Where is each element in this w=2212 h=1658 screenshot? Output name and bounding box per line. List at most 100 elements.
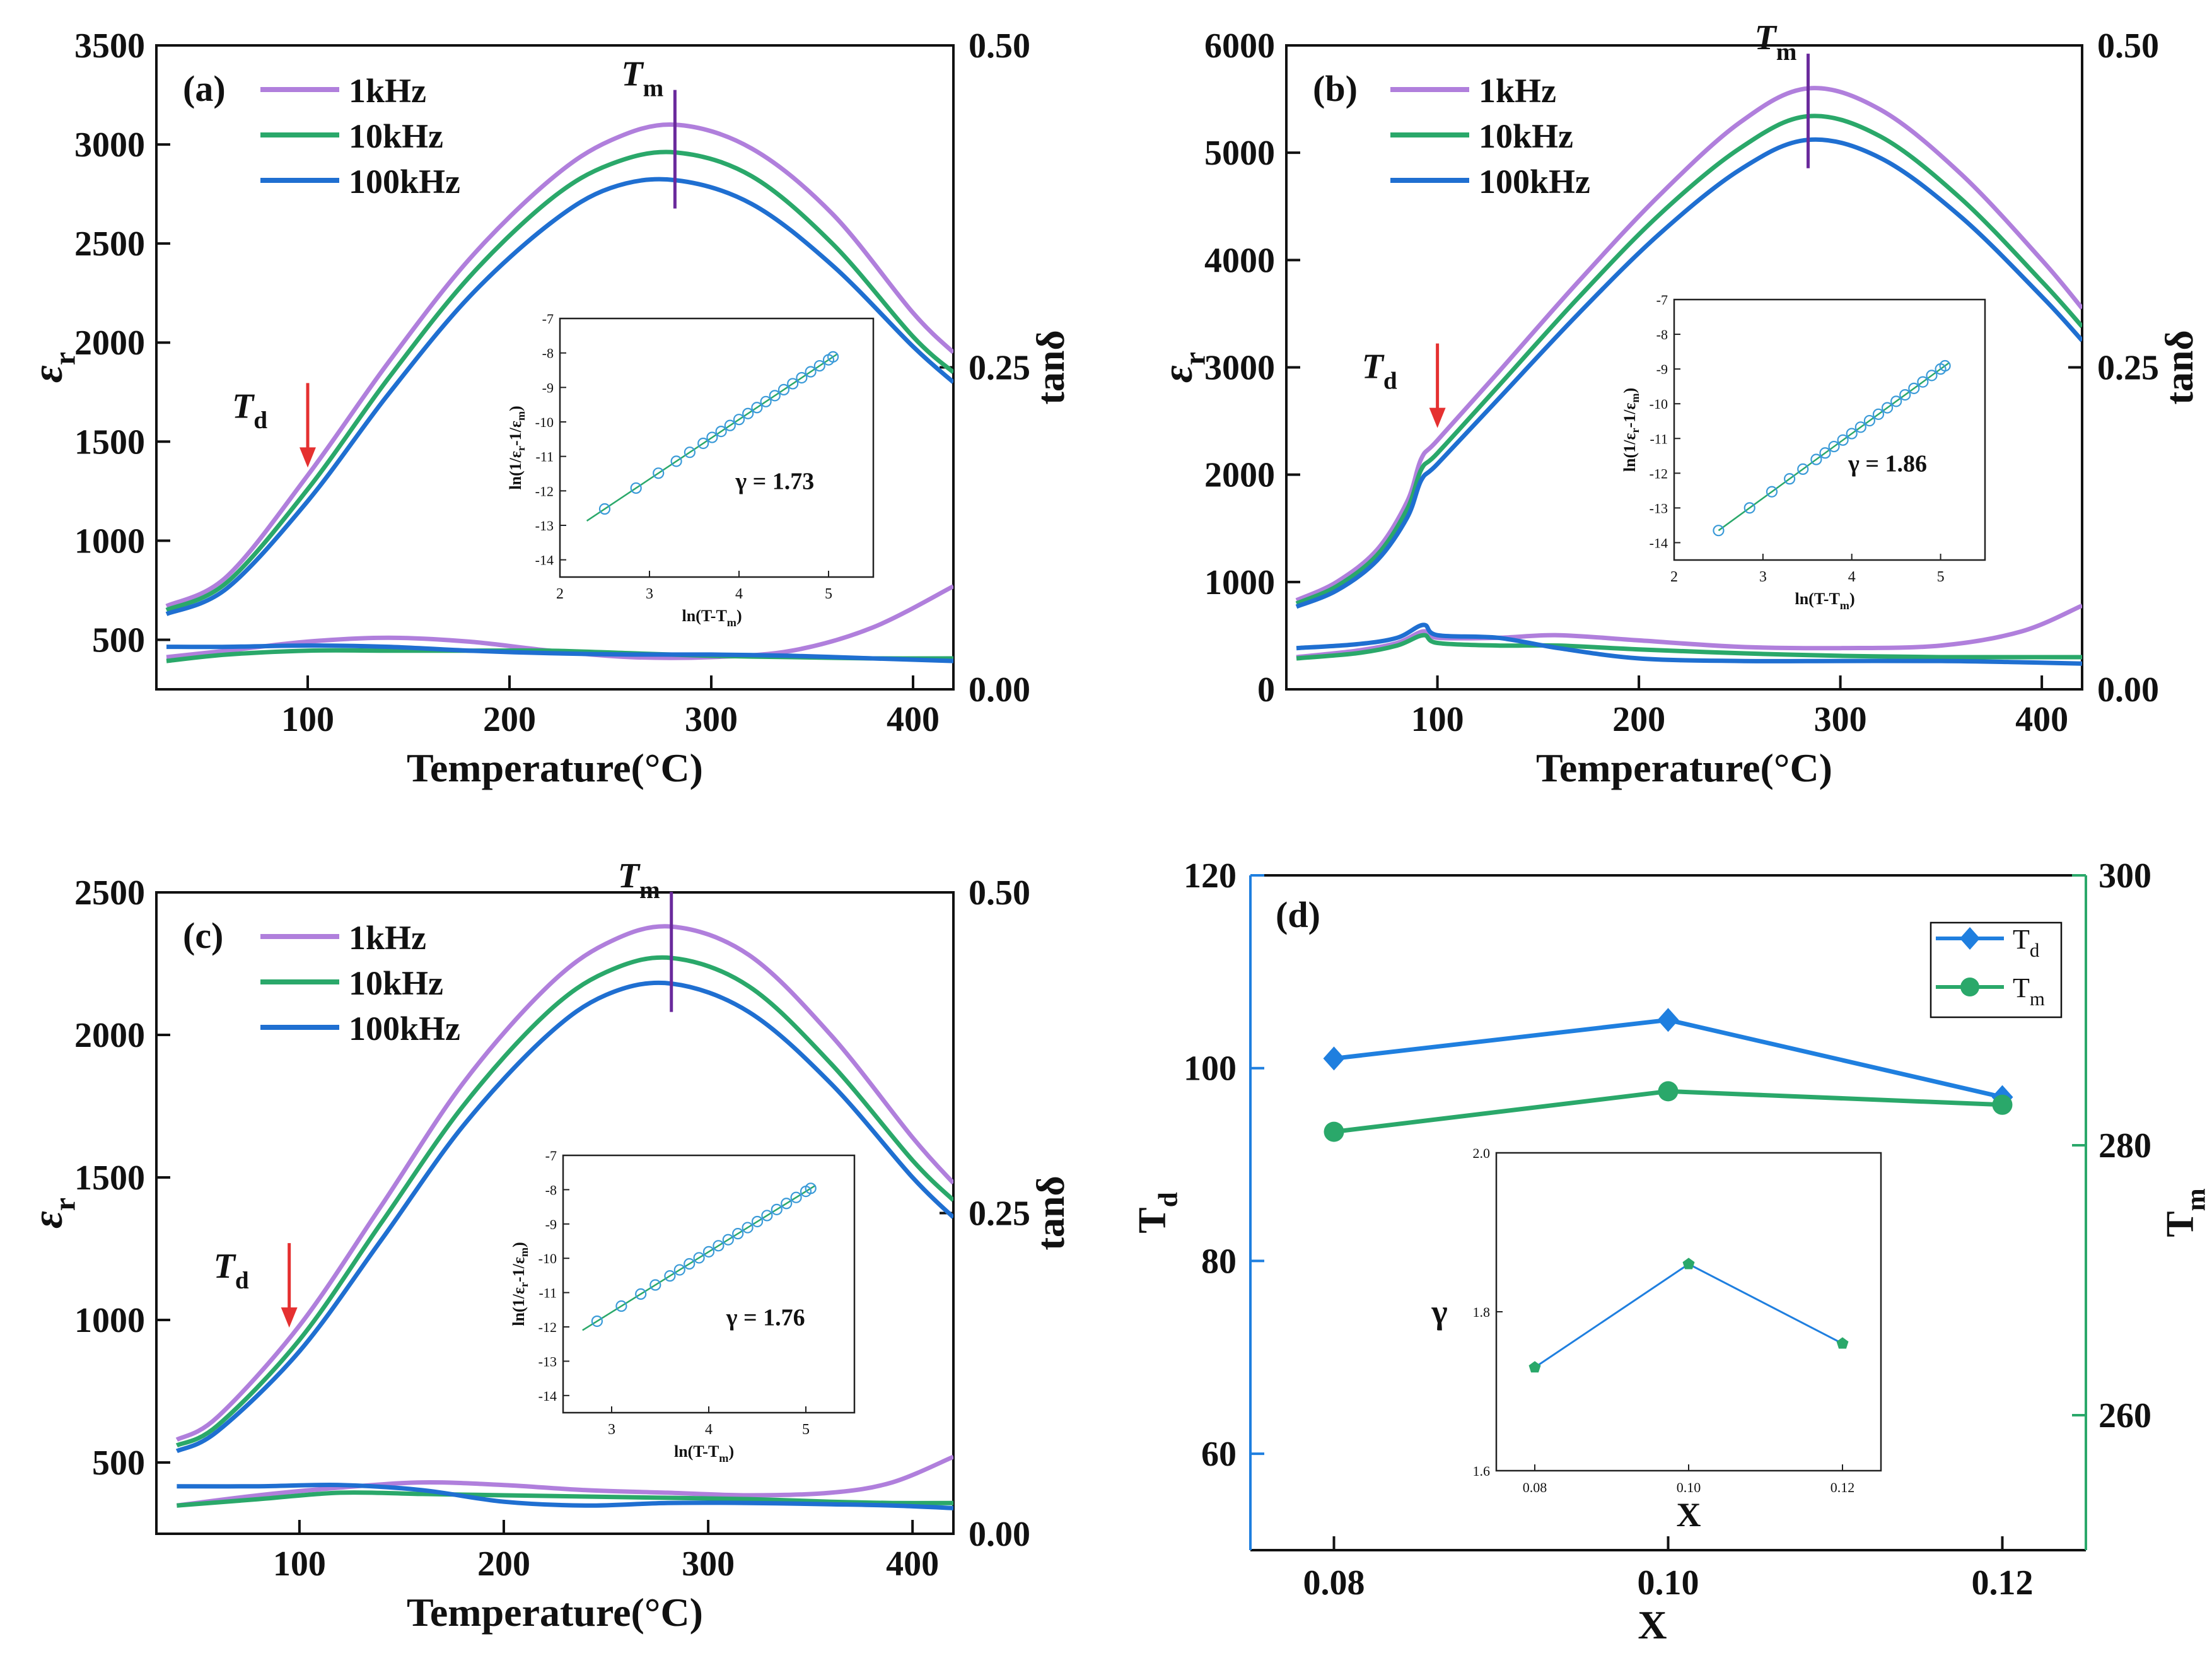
y-axis-label-text-main: ε xyxy=(23,365,71,383)
inset-y-label-text: ln(1/εr-1/εm) xyxy=(506,406,527,489)
permittivity-curve-1kHz xyxy=(175,924,953,1442)
y-axis-label-text: εr xyxy=(23,1198,81,1229)
x-tick-label: 100 xyxy=(281,700,334,739)
y-axis-label-text-main: ε xyxy=(23,1211,71,1229)
inset-data-point xyxy=(715,425,727,438)
inset-data-point xyxy=(1819,447,1831,459)
y2-tick-label: 0.25 xyxy=(969,349,1030,388)
y2-axis-label-text: tanδ xyxy=(1030,1176,1073,1250)
y2-tick-label: 260 xyxy=(2098,1396,2151,1435)
permittivity-curve-100kHz xyxy=(165,177,953,616)
permittivity-curve-1kHz xyxy=(1295,86,2082,603)
inset-y-tick-label: -12 xyxy=(535,483,554,499)
inset-x-tick-label: 3 xyxy=(608,1422,615,1438)
x-tick-label: 200 xyxy=(483,700,536,739)
legend-label: 10kHz xyxy=(1479,117,1573,155)
y-axis-label-text: Td xyxy=(1131,1192,1184,1234)
inset-x-tick-label: 2 xyxy=(1670,569,1678,585)
inset-x-label-main: ln(T-T xyxy=(674,1442,719,1461)
x-tick-label: 300 xyxy=(1814,700,1867,739)
inset-y-label-part: r xyxy=(1629,428,1641,433)
inset-data-point xyxy=(591,1315,603,1328)
tm-label-sub: m xyxy=(1776,38,1797,66)
inset-data-point xyxy=(635,1288,647,1300)
panel-b: 100 200 300 40001000200030004000500060000.0… xyxy=(1153,18,2201,790)
inset-y-label-part: ) xyxy=(509,1242,528,1247)
inset-y-tick-label: -8 xyxy=(545,1182,557,1198)
legend-label: 100kHz xyxy=(349,1010,460,1048)
inset-y-label-part: -1/ε xyxy=(506,421,525,446)
tan-curve-1kHz xyxy=(176,1454,953,1508)
inset-data-point xyxy=(781,1198,793,1210)
y-tick-label: 2500 xyxy=(74,225,145,264)
inset-y-tick-label: -8 xyxy=(1656,327,1668,342)
x-tick-label: 300 xyxy=(682,1544,735,1584)
inset-x-label-sub: m xyxy=(719,1452,728,1464)
td-label: Td xyxy=(214,1247,249,1294)
inset-x-tick-label: 4 xyxy=(705,1422,713,1438)
y-axis-label: εr xyxy=(1153,352,1211,383)
td-label-sub: d xyxy=(235,1267,249,1294)
tm-label: Tm xyxy=(621,55,663,102)
inset-y-label-part: ) xyxy=(1621,388,1639,394)
panel-d: 0.08 0.10 0.126080100120260280300XTdTm(d)T… xyxy=(1131,856,2211,1647)
td-arrow-head xyxy=(300,447,316,468)
td-arrow-head xyxy=(281,1307,298,1328)
y-tick-label: 1500 xyxy=(74,423,145,462)
inset-x-tick-label: 5 xyxy=(802,1422,810,1438)
inset-data-point xyxy=(1837,434,1849,446)
permittivity-curve-10kHz xyxy=(1295,114,2082,606)
x-axis-label: Temperature(°C) xyxy=(407,1590,703,1635)
inset-x-tick-label: 4 xyxy=(735,586,743,602)
x-tick-label: 100 xyxy=(1411,700,1464,739)
inset-y-label-part: m xyxy=(1629,393,1641,402)
y-tick-label: 2500 xyxy=(74,873,145,913)
permittivity-curve-100kHz xyxy=(1295,137,2082,609)
x-axis-label: Temperature(°C) xyxy=(407,745,703,790)
y-tick-label: 1000 xyxy=(1204,563,1275,602)
y2-axis-label-text-main: T xyxy=(2159,1211,2202,1237)
legend-label: 10kHz xyxy=(349,964,443,1002)
inset-data-point xyxy=(827,351,839,363)
legend-tm-label-main: T xyxy=(2013,972,2030,1003)
inset-y-label: ln(1/εr-1/εm) xyxy=(509,1242,530,1326)
td-label-main: T xyxy=(232,387,255,426)
inset-data-point xyxy=(1846,428,1858,440)
inset-y-tick-label: -14 xyxy=(535,552,554,568)
panel-c: 100 200 300 400 500 1000 1500 2000 2500 0.00 0.25 0… xyxy=(23,856,1073,1635)
inset-y-label-part: -1/ε xyxy=(1621,402,1639,428)
y-tick-label: 0 xyxy=(1257,670,1275,709)
gamma-marker xyxy=(1682,1258,1695,1270)
inset-frame xyxy=(1495,1152,1882,1472)
inset-y-tick-label: 2.0 xyxy=(1473,1145,1491,1161)
x-tick-label: 400 xyxy=(886,1544,939,1584)
y-axis-label: εr xyxy=(23,352,81,383)
inset-y-tick-label: -11 xyxy=(535,449,554,465)
inset-data-point xyxy=(751,1215,764,1228)
x-tick-label: 200 xyxy=(1612,700,1665,739)
inset-data-point xyxy=(742,1222,754,1234)
y-tick-label: 2000 xyxy=(1204,456,1275,495)
inset-data-point xyxy=(673,1264,685,1276)
y2-tick-label: 0.00 xyxy=(2097,670,2159,709)
inset-data-point xyxy=(598,503,611,515)
inset-data-point xyxy=(1797,463,1809,475)
inset-data-point xyxy=(796,371,808,384)
panel-label: (b) xyxy=(1313,68,1358,109)
inset-data-point xyxy=(697,437,709,450)
legend-tm-label: Tm xyxy=(2013,972,2045,1010)
inset-y-tick-label: -9 xyxy=(545,1217,557,1232)
y-tick-label: 60 xyxy=(1201,1435,1237,1474)
td-label: Td xyxy=(232,387,267,434)
tan-curve-100kHz xyxy=(1296,622,2082,666)
y-axis-label-text-sub: r xyxy=(1179,352,1211,365)
tm-marker xyxy=(1658,1081,1679,1102)
y-tick-label: 3000 xyxy=(1204,349,1275,388)
inset-data-point xyxy=(1890,395,1902,407)
td-label: Td xyxy=(1362,347,1397,395)
inset-data-point xyxy=(742,407,754,419)
y2-axis-label-text-sub: m xyxy=(2181,1188,2211,1211)
y2-tick-label: 0.25 xyxy=(969,1194,1030,1234)
td-label-sub: d xyxy=(1383,367,1397,394)
